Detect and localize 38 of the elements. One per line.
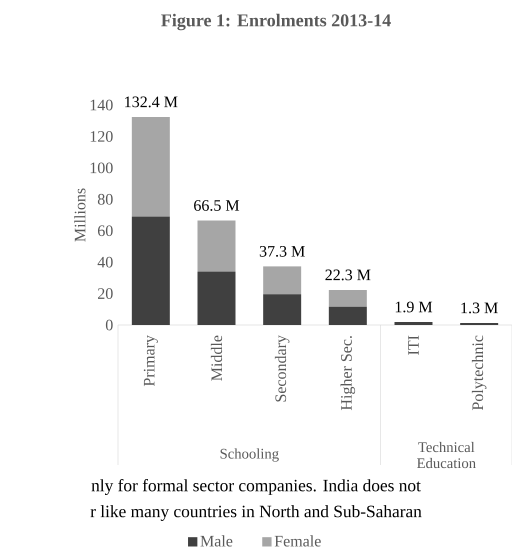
y-tick-label: 60 [98,225,113,236]
total-label: 66.5 M [194,200,240,211]
bar [197,220,236,272]
text: Technical Education [417,442,476,468]
x-tick-label: Secondary [274,335,290,402]
y-tick-label: 100 [90,162,113,174]
y-tick-label: 80 [98,194,113,205]
legend-label: Female [274,535,321,547]
x-tick-label: Primary [144,335,158,386]
bar [394,322,432,326]
y-axis-title: Millions [74,188,86,242]
y-tick-label: 140 [90,100,113,110]
bar [460,322,498,326]
chart-title: Figure 1: Enrolments 2013-14 [161,14,391,30]
y-tick-label: 20 [98,288,113,299]
total-label: 37.3 M [260,246,305,257]
text: r like many countries in North and Sub-Saharan [90,505,422,521]
total-label: 1.3 M [461,302,498,314]
bar [197,272,236,326]
x-tick-label: Polytechnic [472,336,486,410]
y-tick-label: 0 [106,320,113,330]
bar [132,216,170,326]
bar [132,116,170,217]
x-tick-label: Middle [210,336,222,381]
bar [263,294,302,326]
bar [328,290,367,307]
text: Schooling [220,448,279,462]
total-label: 132.4 M [125,96,178,108]
x-tick-label: ITI [408,336,419,355]
text: nly for formal sector companies. India does not [92,479,421,495]
bar [263,266,302,294]
legend-label: Male [200,535,232,547]
x-tick-label: Higher Sec. [340,336,356,410]
y-tick-label: 120 [90,131,113,142]
y-tick-label: 40 [98,256,113,268]
bar [328,306,367,326]
total-label: 22.3 M [325,270,370,280]
total-label: 1.9 M [396,302,432,312]
